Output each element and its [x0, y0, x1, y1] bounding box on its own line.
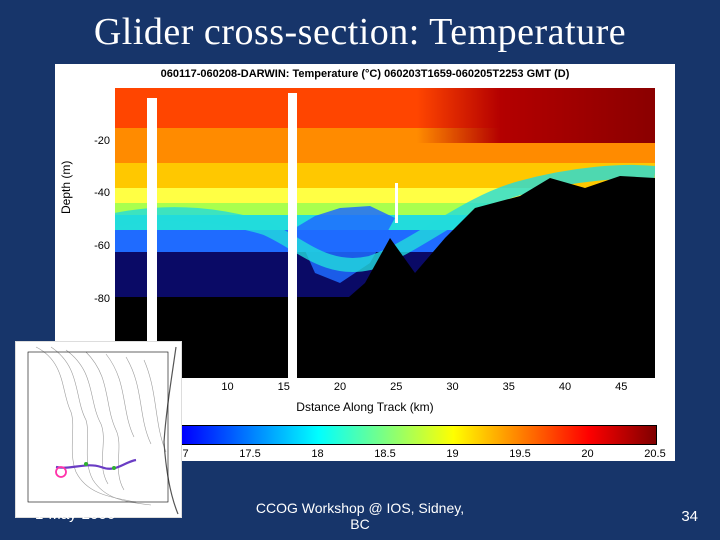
- colorbar: [115, 425, 657, 445]
- chart-subtitle: 060117-060208-DARWIN: Temperature (°C) 0…: [55, 68, 675, 80]
- inset-map-svg: [16, 342, 181, 517]
- colorbar-tick: 20: [581, 448, 593, 460]
- footer-page-number: 34: [681, 508, 698, 525]
- colorbar-tick: 18: [311, 448, 323, 460]
- y-axis-label: Depth (m): [59, 161, 73, 214]
- colorbar-tick: 20.5: [644, 448, 665, 460]
- x-tick: 45: [615, 381, 627, 393]
- x-tick: 30: [446, 381, 458, 393]
- colorbar-tick: 18.5: [374, 448, 395, 460]
- footer-venue: CCOG Workshop @ IOS, Sidney,BC: [0, 501, 720, 532]
- colorbar-tick: 19.5: [509, 448, 530, 460]
- y-tick: -20: [94, 135, 110, 147]
- x-tick: 20: [334, 381, 346, 393]
- footer-venue-text: CCOG Workshop @ IOS, Sidney,BC: [256, 500, 464, 531]
- x-tick: 10: [221, 381, 233, 393]
- y-tick: -80: [94, 293, 110, 305]
- colorbar-tick: 19: [446, 448, 458, 460]
- x-tick: 15: [278, 381, 290, 393]
- slide-root: Glider cross-section: Temperature 060117…: [0, 0, 720, 540]
- x-tick: 35: [503, 381, 515, 393]
- y-tick: -40: [94, 187, 110, 199]
- plot-svg: [115, 88, 655, 378]
- temperature-cross-section-plot: [115, 88, 655, 378]
- colorbar-tick: 17.5: [239, 448, 260, 460]
- inset-track-map: [15, 341, 182, 518]
- x-tick: 25: [390, 381, 402, 393]
- x-tick: 40: [559, 381, 571, 393]
- slide-title: Glider cross-section: Temperature: [0, 0, 720, 54]
- y-tick: -60: [94, 240, 110, 252]
